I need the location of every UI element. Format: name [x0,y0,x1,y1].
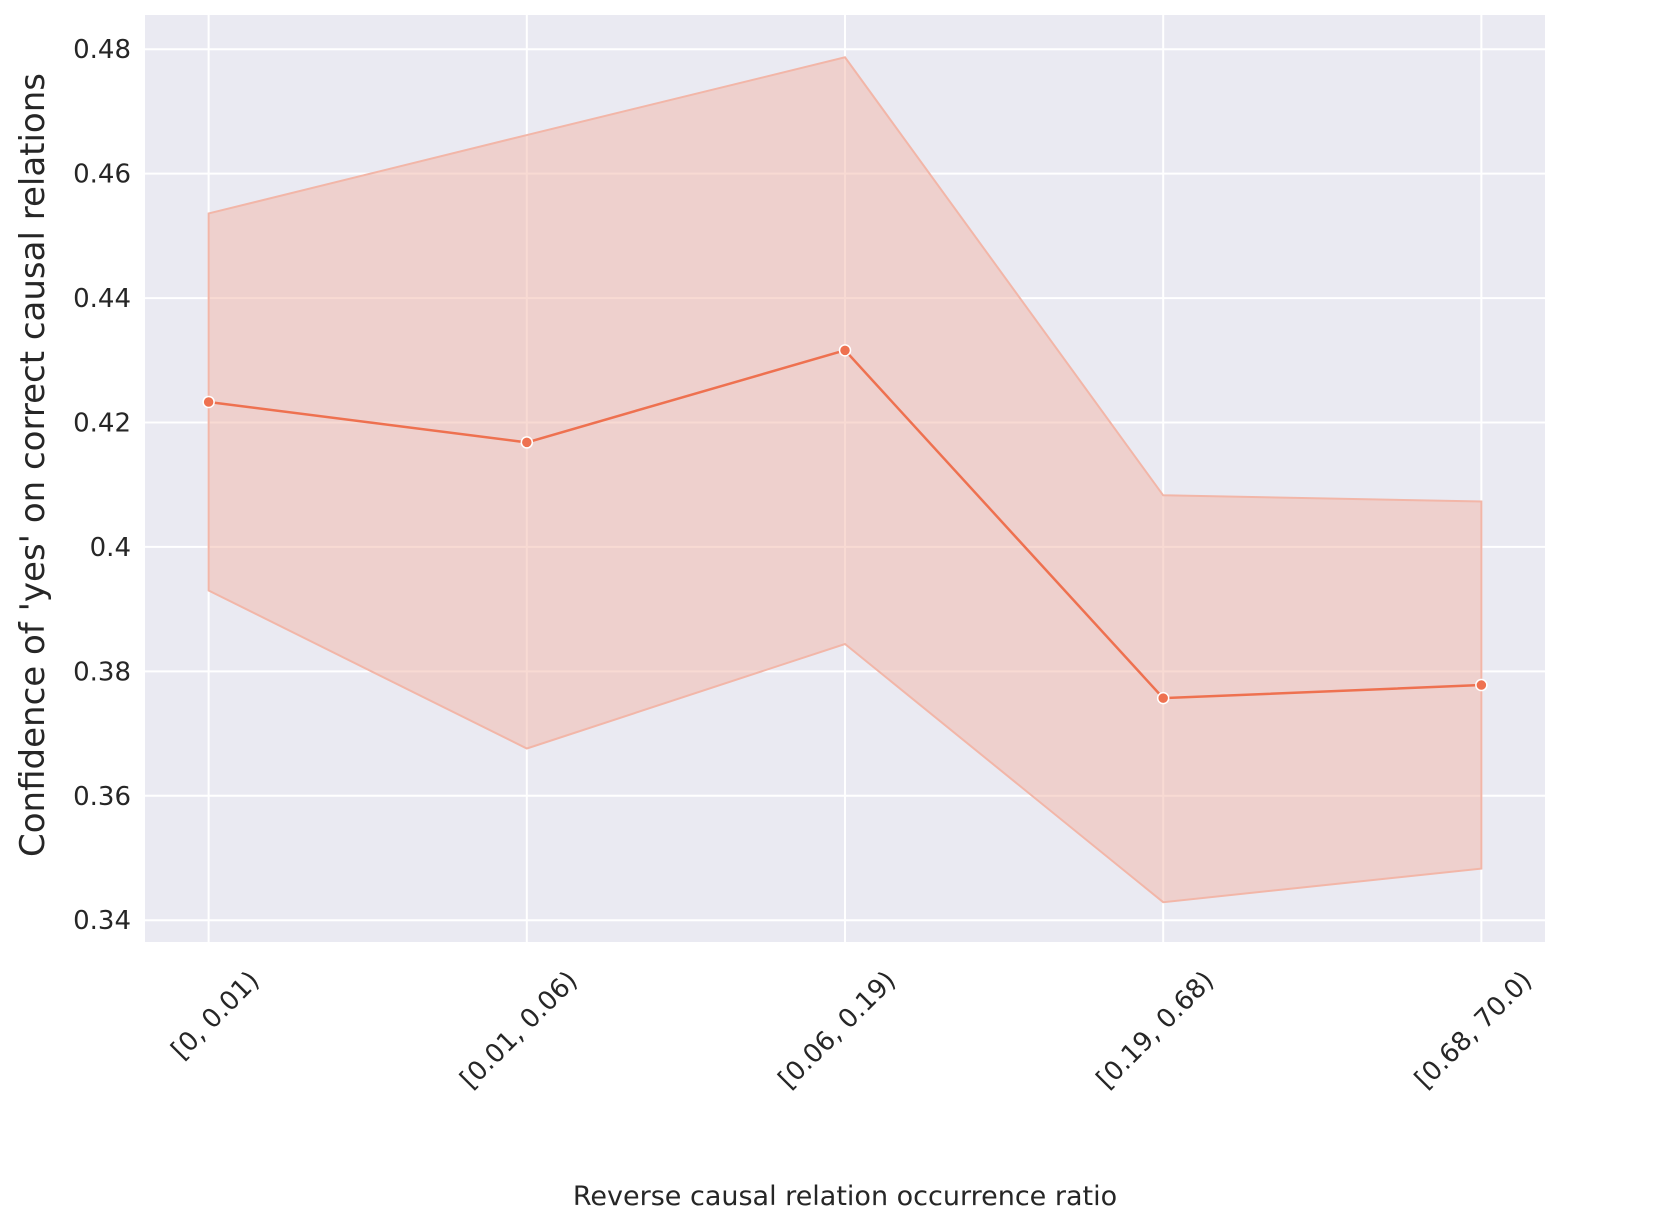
y-tick-label: 0.44 [73,284,131,314]
x-tick-label: [0, 0.01) [166,966,266,1066]
y-tick-label: 0.42 [73,409,131,439]
y-tick-label: 0.34 [73,906,131,936]
x-tick-label: [0.19, 0.68) [1091,966,1220,1095]
x-axis-label: Reverse causal relation occurrence ratio [573,1181,1117,1212]
y-tick-label: 0.46 [73,160,131,190]
x-tick-label: [0.01, 0.06) [455,966,584,1095]
y-tick-label: 0.48 [73,35,131,65]
point [520,436,534,449]
y-tick-label: 0.38 [73,657,131,687]
confidence-band [207,56,1483,904]
point [1156,691,1170,705]
x-tick-label: [0.68, 70.0) [1409,966,1538,1095]
point [202,395,215,409]
y-axis-label: Confidence of 'yes' on correct causal re… [13,73,53,857]
y-tick-label: 0.4 [90,533,131,563]
x-tick-label: [0.06, 0.19) [773,966,902,1095]
y-tick-label: 0.36 [73,782,131,812]
point [838,344,852,357]
point [1475,678,1488,692]
